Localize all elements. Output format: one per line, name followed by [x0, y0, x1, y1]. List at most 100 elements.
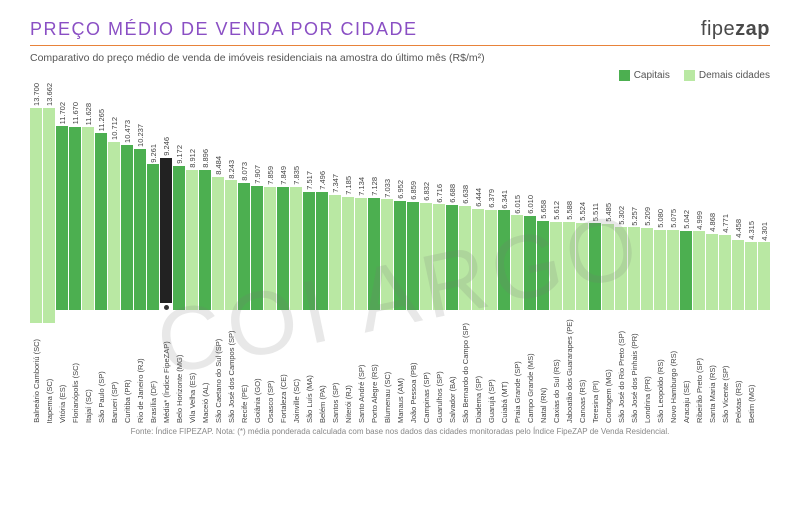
bar-col: 7.859Osasco (SP) [264, 83, 276, 423]
bar [472, 209, 484, 310]
legend-demais: Demais cidades [684, 70, 770, 81]
bar-value: 13.662 [45, 83, 54, 106]
bar [329, 195, 341, 310]
bar-label: São Paulo (SP) [97, 313, 106, 423]
bar-col: 5.485Contagem (MG) [602, 83, 614, 423]
bar-label: São Caetano do Sul (SP) [214, 313, 223, 423]
bar-value: 6.688 [448, 184, 457, 203]
bar-label: Belém (PA) [318, 313, 327, 423]
bar-col: 8.896Maceió (AL) [199, 83, 211, 423]
bar-label: Recife (PE) [240, 313, 249, 423]
bar-label: Média* (Índice FipeZAP) [162, 313, 171, 423]
bar-value: 9.246 [162, 137, 171, 156]
bar-label: Belo Horizonte (MG) [175, 313, 184, 423]
bar [537, 221, 549, 310]
bar-label: São Bernardo do Campo (SP) [461, 313, 470, 423]
bar [186, 170, 198, 310]
bar [264, 187, 276, 310]
bar-col: 7.907Goiânia (GO) [251, 83, 263, 423]
bar-label: Diadema (SP) [474, 313, 483, 423]
bar [576, 223, 588, 310]
bar-label: Santa Maria (RS) [708, 313, 717, 423]
bar-label: Fortaleza (CE) [279, 313, 288, 423]
legend: Capitais Demais cidades [30, 70, 770, 81]
bar-chart: 13.700Balneário Camboriú (SC)13.662Itape… [30, 83, 770, 423]
bar [394, 201, 406, 310]
bar-col: 5.080 São Leopoldo (RS) [654, 83, 666, 423]
bar-col: 7.835Joinville (SC) [290, 83, 302, 423]
bar [719, 235, 731, 310]
bar-value: 8.912 [188, 149, 197, 168]
bar-value: 6.379 [487, 189, 496, 208]
bar-col: 6.716 Guarulhos (SP) [433, 83, 445, 423]
bar-value: 11.628 [84, 103, 93, 125]
bar [95, 133, 107, 310]
bar [277, 187, 289, 310]
bar-value: 7.347 [331, 174, 340, 193]
bar [56, 126, 68, 310]
bar [446, 205, 458, 310]
bar-col: 10.712Barueri (SP) [108, 83, 120, 423]
bar-label: Blumenau (SC) [383, 313, 392, 423]
bar-label: Campo Grande (MS) [526, 313, 535, 423]
brand-light: fipe [701, 18, 735, 40]
bar-col: 6.688 Salvador (BA) [446, 83, 458, 423]
bar [355, 198, 367, 310]
bar-value: 7.517 [305, 171, 314, 190]
bar [160, 158, 172, 303]
bar [485, 210, 497, 310]
bar-col: 7.517São Luís (MA) [303, 83, 315, 423]
bar-value: 4.315 [747, 221, 756, 240]
bar-label: São José dos Pinhais (PR) [630, 313, 639, 423]
legend-label-demais: Demais cidades [699, 70, 770, 81]
bar-col: 7.496Belém (PA) [316, 83, 328, 423]
bar-col: 4.458Pelotas (RS) [732, 83, 744, 423]
bar-col: 5.042 Aracaju (SE) [680, 83, 692, 423]
bar-value: 6.716 [435, 184, 444, 203]
bar-col: 11.702Vitória (ES) [56, 83, 68, 423]
bar-value: 13.700 [32, 83, 41, 106]
legend-swatch-capitais [619, 70, 630, 81]
bar [290, 187, 302, 310]
bar-value: 8.896 [201, 149, 210, 168]
bar [745, 242, 757, 310]
bar-label: Salvador (BA) [448, 313, 457, 423]
bar-col: 11.265 São Paulo (SP) [95, 83, 107, 423]
bar-label: João Pessoa (PB) [409, 313, 418, 423]
bar-col: 6.832Campinas (SP) [420, 83, 432, 423]
bar [732, 240, 744, 310]
bar-label: Guarulhos (SP) [435, 313, 444, 423]
bar-col: 5.075Novo Hamburgo (RS) [667, 83, 679, 423]
bar-col: 6.015Praia Grande (SP) [511, 83, 523, 423]
bar-col: 4.999Ribeirão Preto (SP) [693, 83, 705, 423]
bar-value: 11.265 [97, 109, 106, 131]
bar-col: 7.134Santo André (SP) [355, 83, 367, 423]
bar-value: 5.042 [682, 210, 691, 229]
bar-label: Manaus (AM) [396, 313, 405, 423]
bar-value: 7.128 [370, 177, 379, 196]
bar-label: Betim (MG) [747, 313, 756, 423]
bar-col: 6.859João Pessoa (PB) [407, 83, 419, 423]
bar-col: 5.209Londrina (PR) [641, 83, 653, 423]
bar-label: Santos (SP) [331, 313, 340, 423]
bar-value: 6.638 [461, 185, 470, 204]
bar [641, 228, 653, 310]
bar-value: 6.832 [422, 182, 431, 201]
bar [82, 127, 94, 310]
bar-value: 5.080 [656, 209, 665, 228]
bar-col: 5.658Natal (RN) [537, 83, 549, 423]
bar-label: Curitiba (PR) [123, 313, 132, 423]
subtitle: Comparativo do preço médio de venda de i… [30, 52, 770, 64]
bar-value: 5.658 [539, 200, 548, 219]
bar-label: São Leopoldo (RS) [656, 313, 665, 423]
bar-label: Vila Velha (ES) [188, 313, 197, 423]
legend-swatch-demais [684, 70, 695, 81]
media-marker-dot [164, 305, 169, 310]
bar-label: Rio de Janeiro (RJ) [136, 313, 145, 423]
bar [693, 231, 705, 310]
bar-label: Contagem (MG) [604, 313, 613, 423]
bar-col: 5.257São José dos Pinhais (PR) [628, 83, 640, 423]
bar [680, 231, 692, 310]
bar-value: 4.458 [734, 219, 743, 238]
bar-label: Aracaju (SE) [682, 313, 691, 423]
